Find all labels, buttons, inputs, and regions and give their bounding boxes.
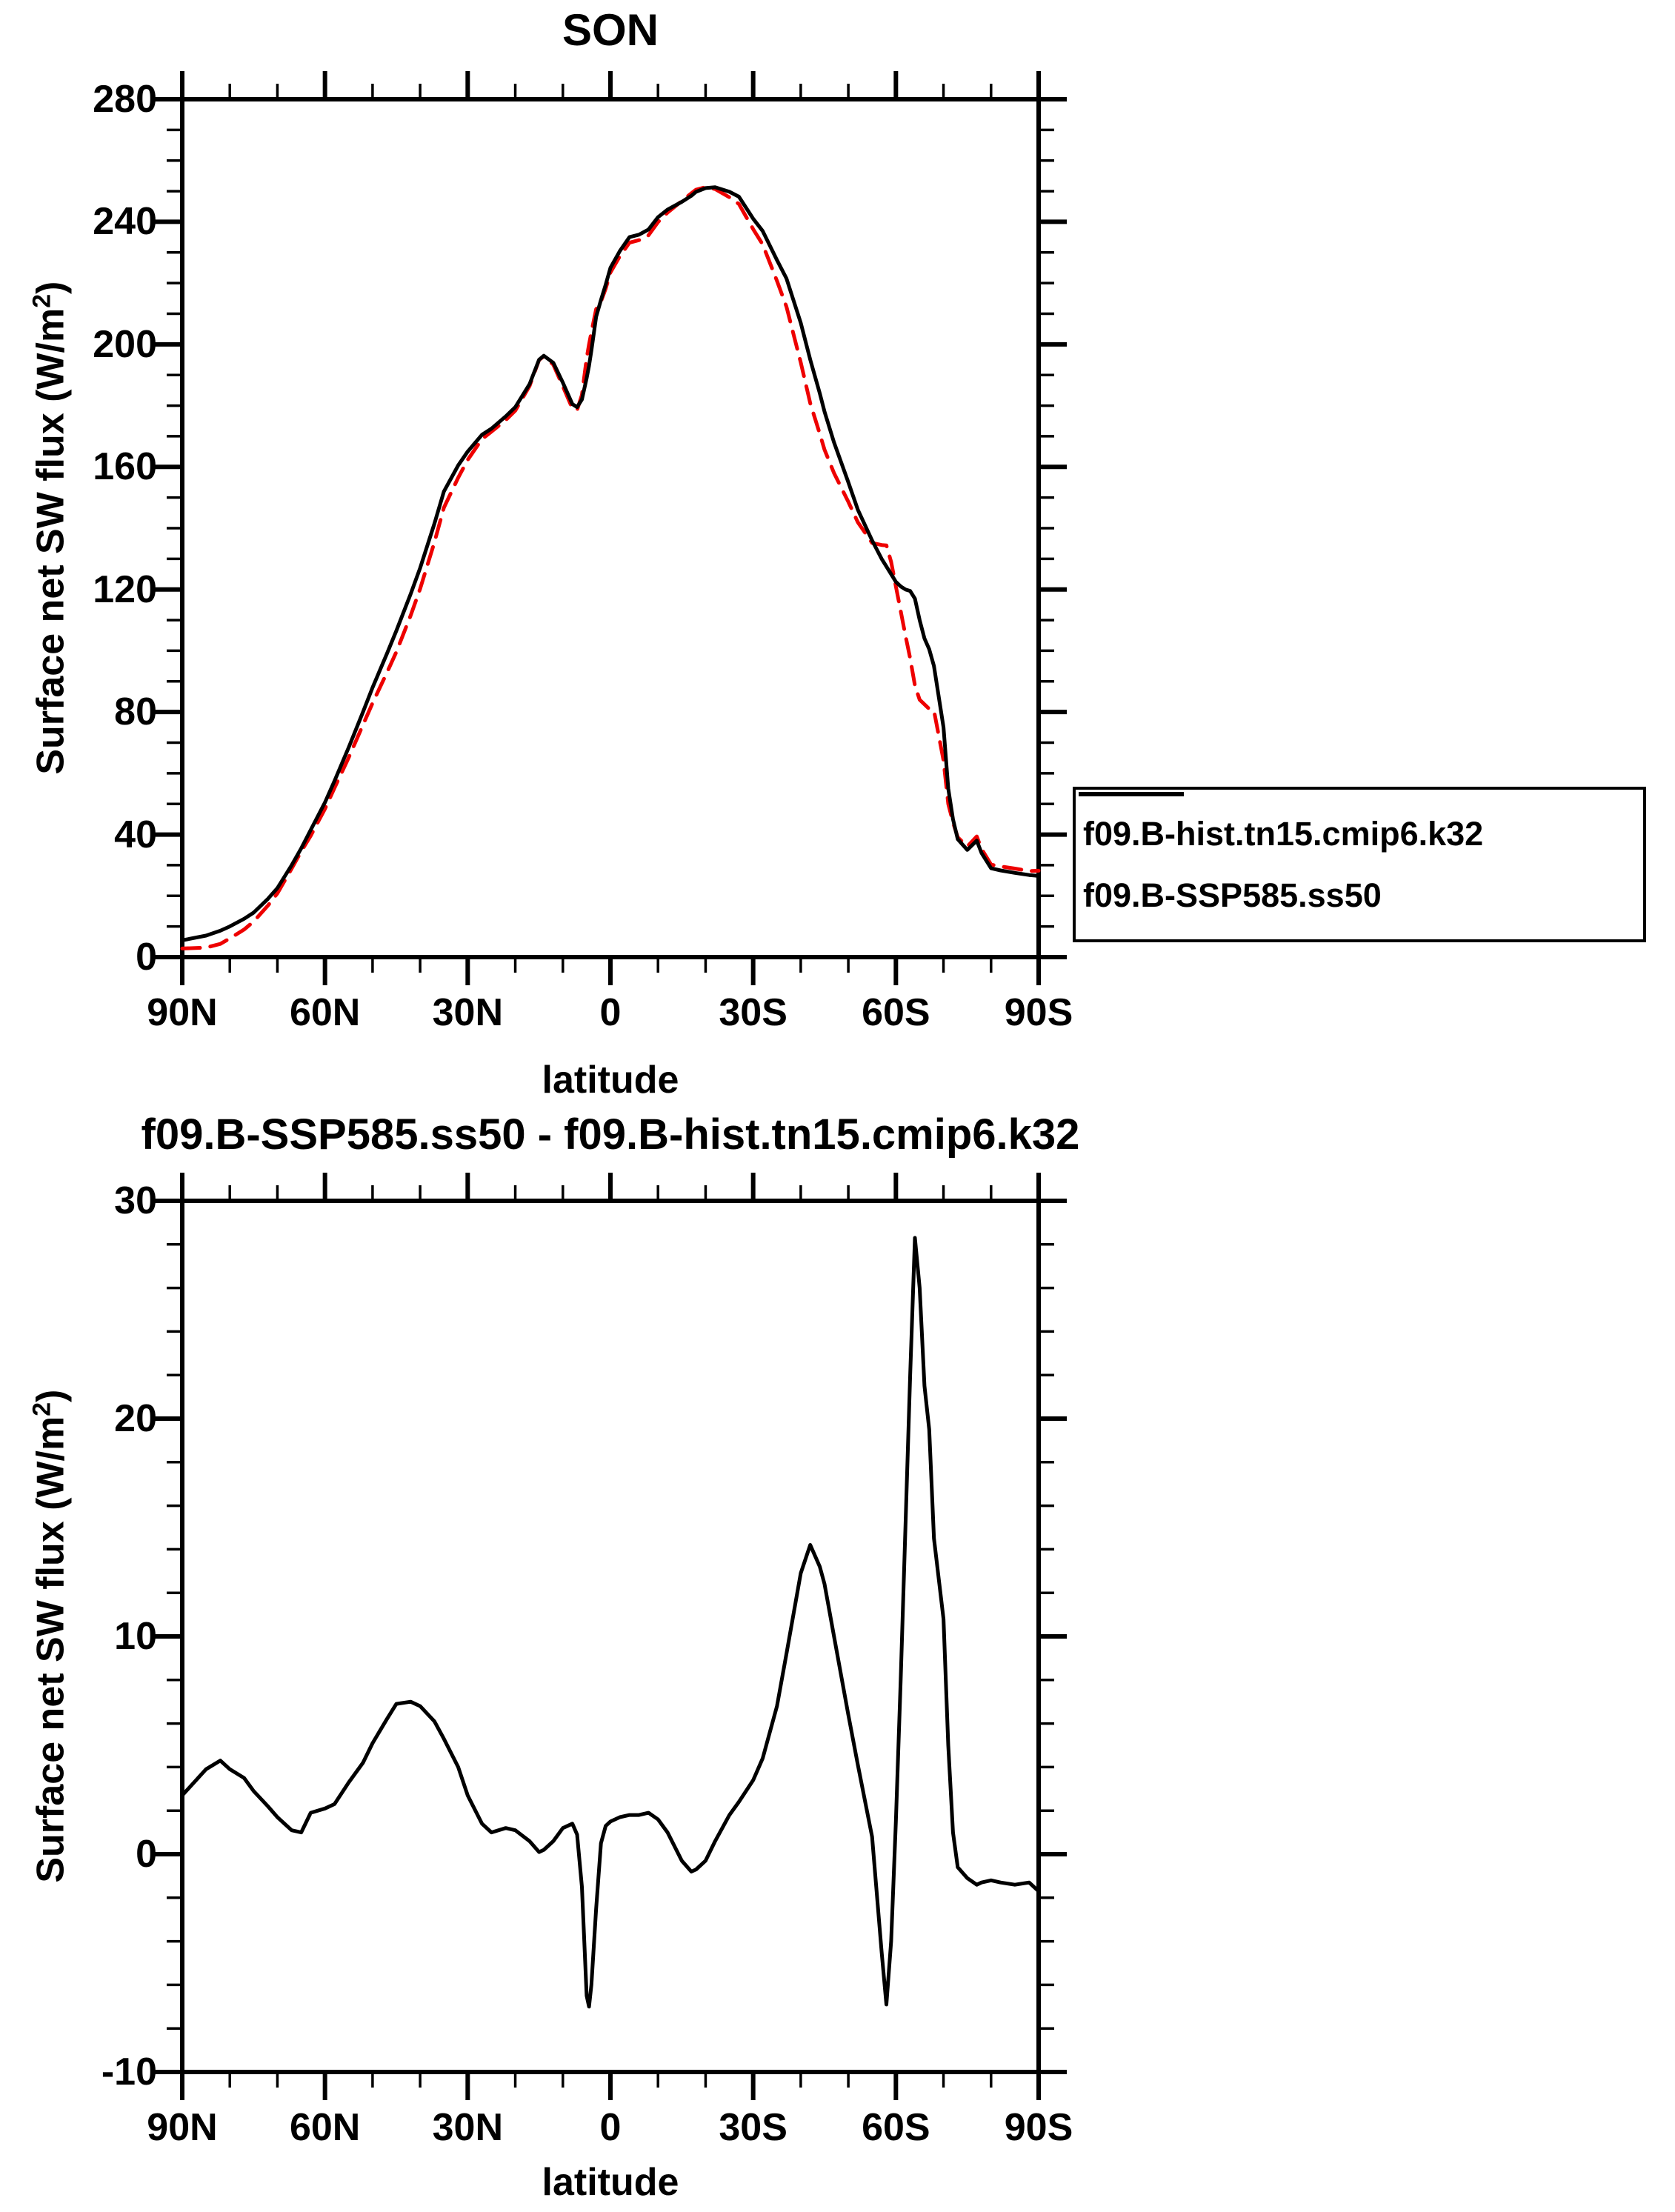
x-tick-label: 30N [432, 2106, 504, 2149]
y-tick-label: -10 [101, 2051, 157, 2093]
x-tick-label: 90N [147, 991, 218, 1034]
x-tick-label: 90S [1004, 991, 1073, 1034]
legend-entry-hist: f09.B-hist.tn15.cmip6.k32 [1079, 792, 1636, 853]
y-tick-label: 80 [114, 690, 157, 734]
x-tick-label: 60N [289, 2106, 361, 2149]
curve-f09-b-hist-tn15-cmip6-k32 [180, 185, 1041, 950]
x-tick-label: 30S [719, 991, 787, 1034]
y-tick-label: 30 [114, 1179, 157, 1222]
y-tick-label: 120 [93, 567, 157, 611]
bottom-chart-x-axis-label: latitude [542, 2161, 679, 2204]
y-tick-label: 40 [114, 813, 157, 856]
legend-label-hist: f09.B-hist.tn15.cmip6.k32 [1083, 814, 1484, 853]
x-tick-label: 60S [862, 991, 930, 1034]
legend-entry-ssp585: f09.B-SSP585.ss50 [1079, 792, 1636, 915]
curve-difference [180, 1236, 1041, 2009]
y-tick-label: 0 [136, 936, 157, 979]
x-tick-label: 60S [862, 2106, 930, 2149]
x-tick-label: 60N [289, 991, 361, 1034]
y-tick-label: 20 [114, 1397, 157, 1440]
top-chart-x-axis-label: latitude [542, 1059, 679, 1102]
y-axis-label-close: ) [29, 281, 73, 295]
legend-box: f09.B-hist.tn15.cmip6.k32 f09.B-SSP585.s… [1073, 787, 1646, 942]
x-tick-label: 30N [432, 991, 504, 1034]
x-tick-label: 90S [1004, 2106, 1073, 2149]
legend-label-ssp585: f09.B-SSP585.ss50 [1083, 876, 1382, 914]
top-chart-title: SON [562, 5, 659, 55]
y-axis-label-superscript: 2 [27, 294, 56, 308]
legend-solid-line-sample [1079, 792, 1184, 796]
bottom-chart-title: f09.B-SSP585.ss50 - f09.B-hist.tn15.cmip… [141, 1110, 1080, 1159]
y-tick-label: 0 [136, 1833, 157, 1876]
x-tick-label: 90N [147, 2106, 218, 2149]
y-tick-label: 200 [93, 322, 157, 366]
curve-f09-b-ssp585-ss50 [180, 185, 1041, 942]
x-tick-label: 30S [719, 2106, 787, 2149]
y-tick-label: 240 [93, 200, 157, 244]
x-tick-label: 0 [599, 991, 622, 1034]
x-tick-label: 0 [599, 2106, 622, 2149]
y-tick-label: 160 [93, 445, 157, 489]
y-tick-label: 10 [114, 1615, 157, 1658]
y-tick-label: 280 [93, 78, 157, 121]
